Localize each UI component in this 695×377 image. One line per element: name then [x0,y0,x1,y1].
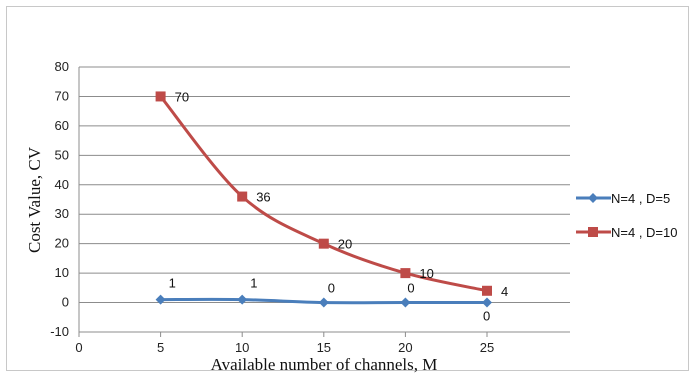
data-point [155,91,166,102]
data-point [400,268,411,279]
y-tick-label: 10 [55,265,69,280]
y-tick-label: 0 [62,295,69,310]
legend-label: N=4 , D=5 [611,191,670,206]
legend-marker [588,227,598,237]
data-point [482,297,492,308]
data-label: 36 [256,190,270,205]
data-label: 20 [338,237,352,252]
data-point [318,297,329,308]
data-point [155,294,166,305]
data-label: 1 [250,276,257,291]
x-tick-label: 25 [480,340,494,355]
data-label: 10 [419,266,433,281]
data-point [400,297,411,308]
x-tick-label: 0 [75,340,82,355]
y-tick-label: 70 [55,88,69,103]
y-tick-label: 40 [55,177,69,192]
legend: N=4 , D=5 N=4 , D=10 [576,191,678,240]
x-tick-label: 5 [157,340,164,355]
data-point [237,294,248,305]
x-tick-label: 15 [317,340,331,355]
x-axis-title: Available number of channels, M [211,355,438,374]
data-point [482,285,492,296]
data-label: 1 [169,276,176,291]
series-layer [155,91,492,308]
y-tick-label: 60 [55,118,69,133]
data-label: 0 [407,281,414,296]
data-point [237,191,248,202]
x-tick-label: 20 [398,340,412,355]
y-tick-label: 50 [55,147,69,162]
axes [78,67,570,337]
data-point [318,238,329,249]
data-label: 70 [175,89,189,104]
x-tick-label: 10 [235,340,249,355]
data-label: 4 [501,284,508,299]
data-label: 0 [328,281,335,296]
x-tick-labels: 0 5 10 15 20 25 [75,340,494,355]
legend-label: N=4 , D=10 [611,225,678,240]
gridlines [79,66,570,333]
y-tick-label: 20 [55,236,69,251]
y-tick-label: 80 [55,59,69,74]
y-axis-title: Cost Value, CV [25,146,44,253]
y-tick-label: -10 [50,324,69,339]
data-label: 0 [483,309,490,324]
y-tick-label: 30 [55,206,69,221]
y-tick-labels: -10 0 10 20 30 40 50 60 70 80 [50,59,69,339]
legend-marker [588,193,598,203]
